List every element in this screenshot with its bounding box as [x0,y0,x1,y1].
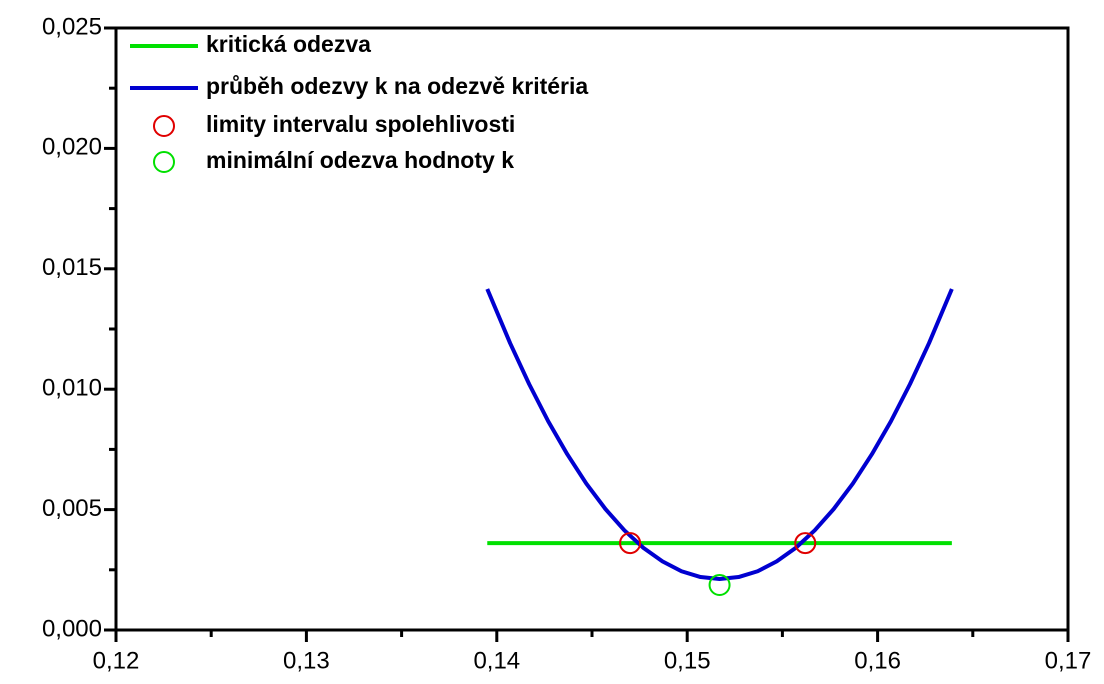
legend-label: průběh odezvy k na odezvě kritéria [206,73,588,99]
x-tick-label: 0,16 [854,647,901,674]
legend-label: minimální odezva hodnoty k [206,147,514,173]
legend-swatch [153,115,175,137]
series-marker [708,573,731,596]
series-marker [619,532,642,555]
y-tick-label: 0,005 [42,495,102,522]
y-tick-label: 0,000 [42,615,102,642]
legend-swatch [153,151,175,173]
x-tick-label: 0,17 [1045,647,1092,674]
y-tick-label: 0,020 [42,134,102,161]
x-tick-label: 0,14 [473,647,520,674]
x-tick-label: 0,15 [664,647,711,674]
y-tick-label: 0,025 [42,13,102,40]
legend-label: kritická odezva [206,31,371,57]
y-tick-label: 0,015 [42,254,102,281]
legend-label: limity intervalu spolehlivosti [206,111,515,137]
x-tick-label: 0,12 [93,647,140,674]
plot-frame [114,26,1070,632]
y-tick-label: 0,010 [42,375,102,402]
x-tick-label: 0,13 [283,647,330,674]
series-marker [794,532,817,555]
series-line [485,288,954,581]
